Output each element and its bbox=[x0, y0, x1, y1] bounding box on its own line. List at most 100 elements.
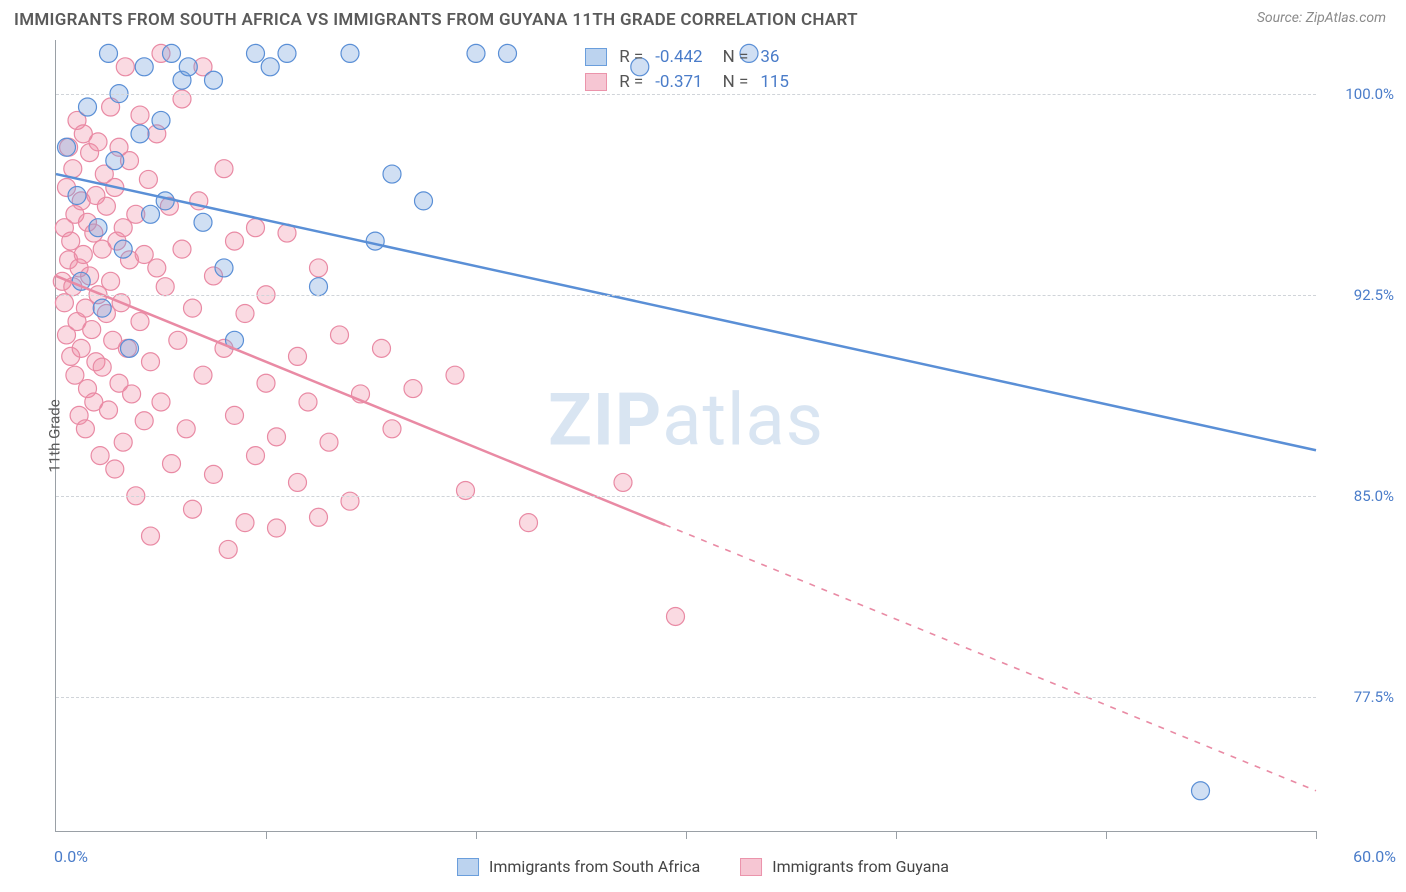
scatter-point bbox=[215, 259, 233, 277]
scatter-point bbox=[268, 428, 286, 446]
scatter-point bbox=[91, 447, 109, 465]
scatter-point bbox=[331, 326, 349, 344]
swatch-series-a bbox=[585, 48, 607, 66]
scatter-point bbox=[102, 272, 120, 290]
scatter-point bbox=[289, 473, 307, 491]
scatter-point bbox=[116, 58, 134, 76]
chart-svg bbox=[56, 40, 1316, 831]
scatter-point bbox=[97, 197, 115, 215]
scatter-point bbox=[135, 412, 153, 430]
n-label-a: N = bbox=[723, 45, 749, 70]
scatter-point bbox=[55, 294, 73, 312]
scatter-point bbox=[268, 519, 286, 537]
swatch-series-b bbox=[585, 73, 607, 91]
scatter-point bbox=[148, 259, 166, 277]
scatter-point bbox=[83, 321, 101, 339]
chart-title: IMMIGRANTS FROM SOUTH AFRICA VS IMMIGRAN… bbox=[14, 10, 858, 30]
y-tick-label: 77.5% bbox=[1354, 688, 1394, 706]
scatter-point bbox=[121, 339, 139, 357]
gridline bbox=[56, 496, 1316, 497]
scatter-point bbox=[467, 44, 485, 62]
scatter-point bbox=[236, 304, 254, 322]
x-tick bbox=[686, 831, 687, 839]
x-tick bbox=[896, 831, 897, 839]
scatter-point bbox=[226, 232, 244, 250]
legend-item-b: Immigrants from Guyana bbox=[740, 857, 949, 876]
scatter-point bbox=[156, 192, 174, 210]
scatter-point bbox=[139, 170, 157, 188]
y-tick-label: 85.0% bbox=[1354, 487, 1394, 505]
scatter-point bbox=[89, 219, 107, 237]
scatter-point bbox=[173, 240, 191, 258]
n-value-a: 36 bbox=[760, 45, 779, 70]
legend-swatch-a bbox=[457, 858, 479, 876]
scatter-point bbox=[415, 192, 433, 210]
scatter-point bbox=[299, 393, 317, 411]
n-value-b: 115 bbox=[760, 70, 789, 95]
scatter-point bbox=[131, 125, 149, 143]
scatter-point bbox=[68, 187, 86, 205]
regression-line-extrapolated bbox=[665, 525, 1316, 791]
scatter-point bbox=[520, 514, 538, 532]
scatter-point bbox=[72, 339, 90, 357]
chart-source: Source: ZipAtlas.com bbox=[1257, 10, 1386, 26]
scatter-point bbox=[194, 213, 212, 231]
stats-row-series-b: R = -0.371 N = 115 bbox=[585, 70, 789, 95]
regression-line bbox=[56, 276, 665, 525]
gridline bbox=[56, 697, 1316, 698]
scatter-point bbox=[366, 232, 384, 250]
scatter-point bbox=[383, 165, 401, 183]
y-tick-label: 100.0% bbox=[1345, 85, 1394, 103]
scatter-point bbox=[152, 393, 170, 411]
scatter-point bbox=[226, 406, 244, 424]
legend-label-a: Immigrants from South Africa bbox=[489, 857, 700, 876]
legend-label-b: Immigrants from Guyana bbox=[772, 857, 949, 876]
scatter-point bbox=[163, 455, 181, 473]
scatter-point bbox=[156, 278, 174, 296]
scatter-point bbox=[100, 401, 118, 419]
scatter-point bbox=[383, 420, 401, 438]
scatter-point bbox=[289, 347, 307, 365]
scatter-point bbox=[310, 278, 328, 296]
plot-area: 11th Grade ZIPatlas R = -0.442 N = 36 R … bbox=[55, 40, 1316, 832]
scatter-point bbox=[310, 259, 328, 277]
scatter-point bbox=[236, 514, 254, 532]
scatter-point bbox=[614, 473, 632, 491]
scatter-point bbox=[257, 374, 275, 392]
n-label-b: N = bbox=[723, 70, 749, 95]
scatter-point bbox=[131, 106, 149, 124]
scatter-point bbox=[177, 420, 195, 438]
x-tick bbox=[476, 831, 477, 839]
x-axis-start-label: 0.0% bbox=[54, 847, 88, 866]
scatter-point bbox=[142, 205, 160, 223]
scatter-point bbox=[131, 313, 149, 331]
scatter-point bbox=[247, 44, 265, 62]
scatter-point bbox=[100, 44, 118, 62]
scatter-point bbox=[64, 160, 82, 178]
scatter-point bbox=[93, 299, 111, 317]
scatter-point bbox=[114, 240, 132, 258]
legend-swatch-b bbox=[740, 858, 762, 876]
scatter-point bbox=[89, 133, 107, 151]
scatter-point bbox=[58, 138, 76, 156]
scatter-point bbox=[404, 380, 422, 398]
scatter-point bbox=[667, 607, 685, 625]
scatter-point bbox=[163, 44, 181, 62]
scatter-point bbox=[310, 508, 328, 526]
gridline bbox=[56, 295, 1316, 296]
scatter-point bbox=[74, 246, 92, 264]
r-value-a: -0.442 bbox=[655, 45, 702, 70]
x-axis-end-label: 60.0% bbox=[1353, 847, 1396, 866]
scatter-point bbox=[135, 58, 153, 76]
scatter-point bbox=[76, 420, 94, 438]
scatter-point bbox=[106, 152, 124, 170]
scatter-point bbox=[179, 58, 197, 76]
scatter-point bbox=[247, 447, 265, 465]
bottom-legend: Immigrants from South Africa Immigrants … bbox=[457, 857, 949, 876]
r-value-b: -0.371 bbox=[655, 70, 702, 95]
scatter-point bbox=[247, 219, 265, 237]
scatter-point bbox=[219, 540, 237, 558]
gridline bbox=[56, 94, 1316, 95]
scatter-point bbox=[205, 71, 223, 89]
scatter-point bbox=[169, 331, 187, 349]
